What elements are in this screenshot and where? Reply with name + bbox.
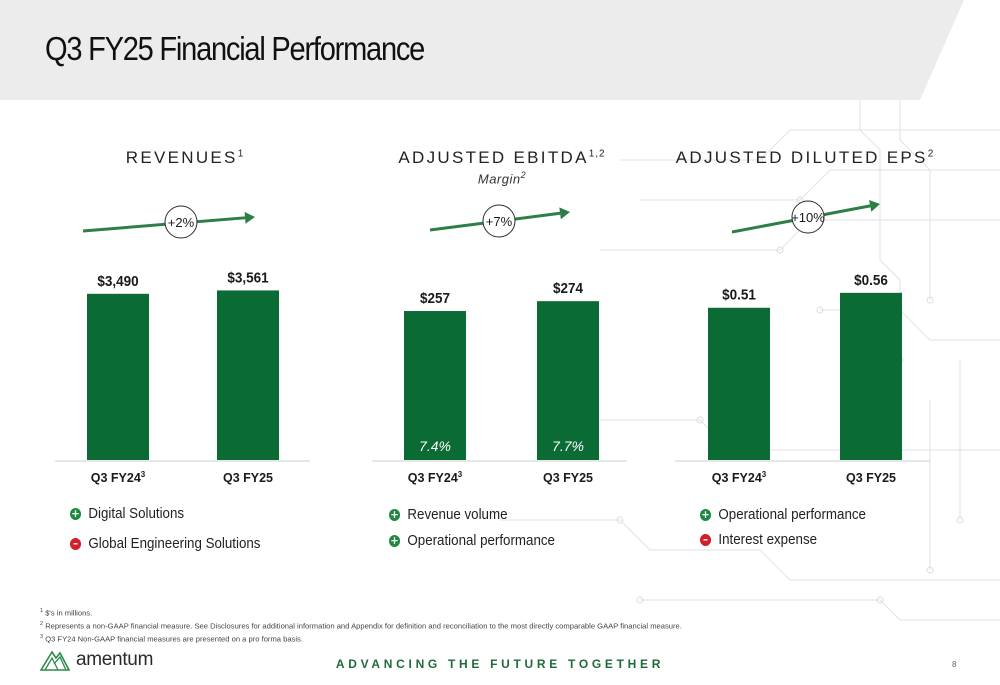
driver-text: Operational performance <box>718 507 866 523</box>
footnote: 1 $'s in millions. <box>40 608 93 618</box>
driver-item: + Operational performance <box>389 533 555 549</box>
value-label: $0.56 <box>854 272 888 289</box>
minus-icon: – <box>70 538 82 550</box>
tagline: ADVANCING THE FUTURE TOGETHER <box>335 657 665 671</box>
value-label: $0.51 <box>722 287 756 304</box>
page-number: 8 <box>952 660 957 669</box>
driver-item: + Digital Solutions <box>70 506 184 522</box>
driver-text: Interest expense <box>718 532 818 548</box>
footnote: 3 Q3 FY24 Non-GAAP financial measures ar… <box>40 634 303 644</box>
driver-text: Digital Solutions <box>88 506 185 522</box>
revenues-chart: $3,490 Q3 FY243 $3,561 Q3 FY25 +2% <box>55 205 310 485</box>
growth-badge <box>482 204 516 238</box>
driver-text: Revenue volume <box>407 507 508 523</box>
growth-badge <box>164 205 198 239</box>
header-band <box>0 0 1000 100</box>
driver-item: + Operational performance <box>700 507 866 523</box>
value-label: $257 <box>420 290 450 307</box>
plus-icon: + <box>700 508 712 521</box>
panel-title: ADJUSTED DILUTED EPS2 <box>675 148 935 167</box>
driver-item: + Revenue volume <box>389 507 508 523</box>
growth-percent-label: +2% <box>168 215 195 230</box>
category-label: Q3 FY243 <box>712 470 767 485</box>
growth-percent-label: +7% <box>486 214 513 229</box>
category-label: Q3 FY25 <box>543 471 593 485</box>
footnotes: 1 $'s in millions. 2 Represents a non-GA… <box>40 606 682 645</box>
growth-badge <box>791 200 825 234</box>
category-label: Q3 FY25 <box>846 471 896 485</box>
value-label: $3,561 <box>227 270 268 287</box>
mountain-logo-icon <box>40 650 70 671</box>
category-label: Q3 FY243 <box>408 470 463 485</box>
minus-icon: – <box>700 534 712 546</box>
value-label: $3,490 <box>97 273 138 290</box>
bar <box>404 311 466 460</box>
bar <box>87 293 149 460</box>
growth-arrow-head <box>244 211 255 224</box>
adjusted-ebitda-panel: ADJUSTED EBITDA1,2 Margin2 $257 7.4% Q3 FY… <box>372 140 632 570</box>
header-slant <box>920 0 1000 100</box>
plus-icon: + <box>70 507 82 520</box>
driver-item: – Interest expense <box>700 532 817 548</box>
footnote: 2 Represents a non-GAAP financial measur… <box>40 621 682 631</box>
category-footnote-ref: 3 <box>141 470 146 479</box>
bar <box>708 307 770 460</box>
page-title: Q3 FY25 Financial Performance <box>45 30 425 67</box>
panel-title: REVENUES1 <box>125 148 245 167</box>
category-footnote-ref: 3 <box>762 470 767 479</box>
adjusted-diluted-eps-chart: $0.51 Q3 FY243 $0.56 Q3 FY25 +10% <box>675 199 930 485</box>
margin-label: 7.4% <box>419 438 451 454</box>
logo-text: amentum <box>76 649 154 670</box>
category-label: Q3 FY243 <box>91 470 146 485</box>
category-label: Q3 FY25 <box>223 471 273 485</box>
growth-percent-label: +10% <box>791 210 825 225</box>
bar <box>537 301 599 460</box>
driver-item: – Global Engineering Solutions <box>70 536 260 552</box>
adjusted-diluted-eps-panel: ADJUSTED DILUTED EPS2 $0.51 Q3 FY243 $0.56… <box>675 140 935 570</box>
category-footnote-ref: 3 <box>458 470 463 479</box>
bar <box>840 292 902 460</box>
revenues-panel: REVENUES1 $3,490 Q3 FY243 $3,561 Q3 FY25 +2%… <box>55 140 315 570</box>
amentum-logo: amentum <box>40 648 153 672</box>
adjusted-ebitda-chart: $257 7.4% Q3 FY243 $274 7.7% Q3 FY25 +7% <box>372 204 627 485</box>
driver-text: Global Engineering Solutions <box>88 536 261 552</box>
growth-arrow-head <box>869 199 880 212</box>
panel-title: ADJUSTED EBITDA1,2 <box>398 148 606 167</box>
panel-subtitle: Margin2 <box>477 170 527 187</box>
value-label: $274 <box>553 281 583 298</box>
bar <box>217 290 279 460</box>
growth-arrow-line <box>82 216 246 233</box>
margin-label: 7.7% <box>552 438 584 454</box>
plus-icon: + <box>389 534 401 547</box>
driver-text: Operational performance <box>407 533 555 549</box>
growth-arrow-head <box>559 207 570 220</box>
plus-icon: + <box>389 508 401 521</box>
